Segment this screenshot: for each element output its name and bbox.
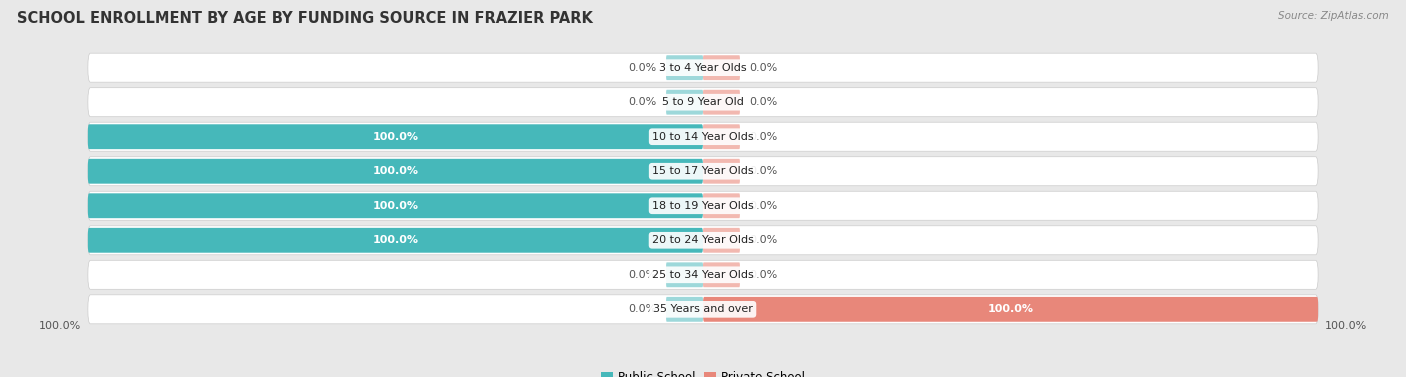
Text: 0.0%: 0.0%	[628, 270, 657, 280]
FancyBboxPatch shape	[703, 193, 740, 218]
FancyBboxPatch shape	[666, 55, 703, 80]
Text: 3 to 4 Year Olds: 3 to 4 Year Olds	[659, 63, 747, 73]
Legend: Public School, Private School: Public School, Private School	[596, 366, 810, 377]
FancyBboxPatch shape	[87, 191, 1319, 220]
FancyBboxPatch shape	[666, 262, 703, 287]
FancyBboxPatch shape	[87, 295, 1319, 324]
Text: 0.0%: 0.0%	[749, 132, 778, 142]
Text: 100.0%: 100.0%	[987, 304, 1033, 314]
Text: 0.0%: 0.0%	[628, 304, 657, 314]
Text: 0.0%: 0.0%	[628, 63, 657, 73]
FancyBboxPatch shape	[87, 157, 1319, 186]
FancyBboxPatch shape	[87, 159, 703, 184]
FancyBboxPatch shape	[87, 260, 1319, 289]
Text: 100.0%: 100.0%	[373, 132, 419, 142]
Text: 0.0%: 0.0%	[628, 97, 657, 107]
FancyBboxPatch shape	[87, 53, 1319, 82]
FancyBboxPatch shape	[87, 226, 1319, 255]
FancyBboxPatch shape	[666, 90, 703, 115]
Text: 10 to 14 Year Olds: 10 to 14 Year Olds	[652, 132, 754, 142]
FancyBboxPatch shape	[703, 90, 740, 115]
Text: SCHOOL ENROLLMENT BY AGE BY FUNDING SOURCE IN FRAZIER PARK: SCHOOL ENROLLMENT BY AGE BY FUNDING SOUR…	[17, 11, 593, 26]
Text: 0.0%: 0.0%	[749, 166, 778, 176]
FancyBboxPatch shape	[703, 262, 740, 287]
Text: 0.0%: 0.0%	[749, 201, 778, 211]
Text: 35 Years and over: 35 Years and over	[652, 304, 754, 314]
Text: 100.0%: 100.0%	[373, 201, 419, 211]
Text: 15 to 17 Year Olds: 15 to 17 Year Olds	[652, 166, 754, 176]
Text: 5 to 9 Year Old: 5 to 9 Year Old	[662, 97, 744, 107]
FancyBboxPatch shape	[703, 297, 1319, 322]
Text: 0.0%: 0.0%	[749, 97, 778, 107]
Text: 100.0%: 100.0%	[373, 166, 419, 176]
FancyBboxPatch shape	[666, 297, 703, 322]
FancyBboxPatch shape	[87, 193, 703, 218]
Text: Source: ZipAtlas.com: Source: ZipAtlas.com	[1278, 11, 1389, 21]
Text: 0.0%: 0.0%	[749, 63, 778, 73]
FancyBboxPatch shape	[87, 228, 703, 253]
FancyBboxPatch shape	[703, 228, 740, 253]
FancyBboxPatch shape	[87, 88, 1319, 117]
Text: 18 to 19 Year Olds: 18 to 19 Year Olds	[652, 201, 754, 211]
FancyBboxPatch shape	[87, 122, 1319, 151]
Text: 100.0%: 100.0%	[373, 235, 419, 245]
Text: 0.0%: 0.0%	[749, 270, 778, 280]
FancyBboxPatch shape	[703, 124, 740, 149]
FancyBboxPatch shape	[87, 124, 703, 149]
FancyBboxPatch shape	[703, 159, 740, 184]
Text: 100.0%: 100.0%	[38, 321, 82, 331]
Text: 25 to 34 Year Olds: 25 to 34 Year Olds	[652, 270, 754, 280]
Text: 20 to 24 Year Olds: 20 to 24 Year Olds	[652, 235, 754, 245]
Text: 0.0%: 0.0%	[749, 235, 778, 245]
Text: 100.0%: 100.0%	[1324, 321, 1367, 331]
FancyBboxPatch shape	[703, 55, 740, 80]
